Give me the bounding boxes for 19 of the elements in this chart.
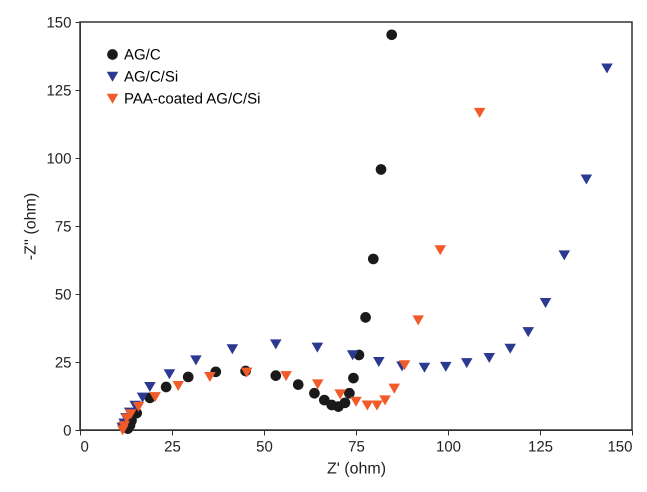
y-tick-label: 25 (54, 354, 72, 372)
y-tick-label: 0 (63, 422, 72, 440)
x-tick-label: 150 (607, 438, 632, 456)
y-tick-label: 75 (54, 218, 72, 236)
x-tick-label: 75 (348, 438, 365, 456)
y-axis-title: -Z'' (ohm) (22, 192, 40, 260)
y-tick-label: 125 (46, 82, 72, 100)
x-tick-label: 50 (256, 438, 273, 456)
y-tick-label: 100 (46, 150, 72, 168)
legend-label: AG/C (124, 46, 161, 64)
x-tick-label: 100 (436, 438, 462, 456)
y-tick-label: 50 (54, 286, 72, 304)
legend-label: AG/C/Si (124, 68, 178, 86)
x-tick-label: 25 (164, 438, 181, 456)
y-tick-label: 150 (46, 14, 72, 32)
x-axis-title: Z' (ohm) (326, 460, 386, 478)
x-tick-label: 0 (80, 438, 89, 456)
legend-label: PAA-coated AG/C/Si (124, 90, 260, 108)
x-tick-label: 125 (528, 438, 554, 456)
